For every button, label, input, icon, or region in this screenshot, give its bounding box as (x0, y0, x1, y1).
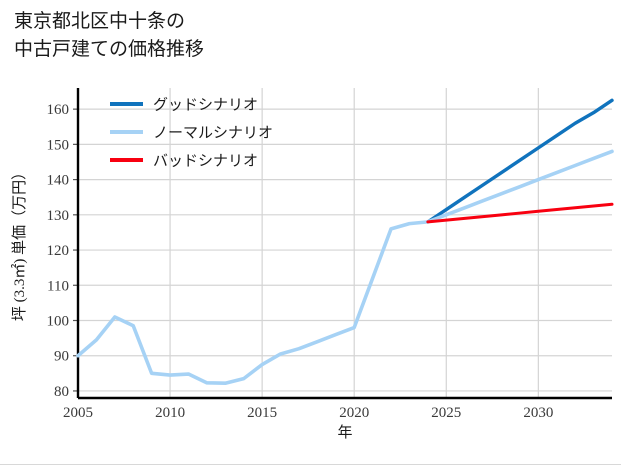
y-tick-label: 80 (54, 384, 69, 400)
y-tick-label: 160 (47, 102, 70, 118)
x-tick-label: 2015 (247, 405, 277, 421)
y-tick-label: 100 (47, 314, 70, 330)
y-axis-title: 坪 (3.3㎡) 単価（万円） (11, 165, 28, 321)
series-line (76, 149, 614, 386)
x-tick-label: 2020 (339, 405, 369, 421)
legend-label: バッドシナリオ (153, 154, 258, 170)
legend-label: ノーマルシナリオ (153, 126, 273, 142)
y-tick-label: 150 (47, 137, 70, 153)
legend-label: グッドシナリオ (153, 97, 258, 114)
x-tick-labels: 2005 2010 2015 2020 2025 2030 (63, 405, 553, 421)
y-tick-labels: 80 90 100 110 120 130 140 150 160 (47, 102, 70, 400)
y-tick-label: 90 (54, 349, 69, 365)
data-series-group (76, 98, 614, 386)
x-tick-label: 2030 (523, 405, 553, 421)
axes-group (76, 88, 612, 400)
chart-title: 東京都北区中十条の 中古戸建ての価格推移 (14, 11, 205, 60)
y-tick-label: 140 (47, 173, 70, 189)
y-tick-label: 120 (47, 243, 70, 259)
x-tick-label: 2005 (63, 405, 93, 421)
x-tick-label: 2025 (431, 405, 461, 421)
y-tick-label: 110 (47, 278, 69, 294)
y-tick-label: 130 (47, 208, 70, 224)
series-line (426, 98, 614, 224)
x-axis-title: 年 (337, 424, 352, 441)
series-line (426, 202, 614, 224)
x-tick-label: 2010 (155, 405, 185, 421)
